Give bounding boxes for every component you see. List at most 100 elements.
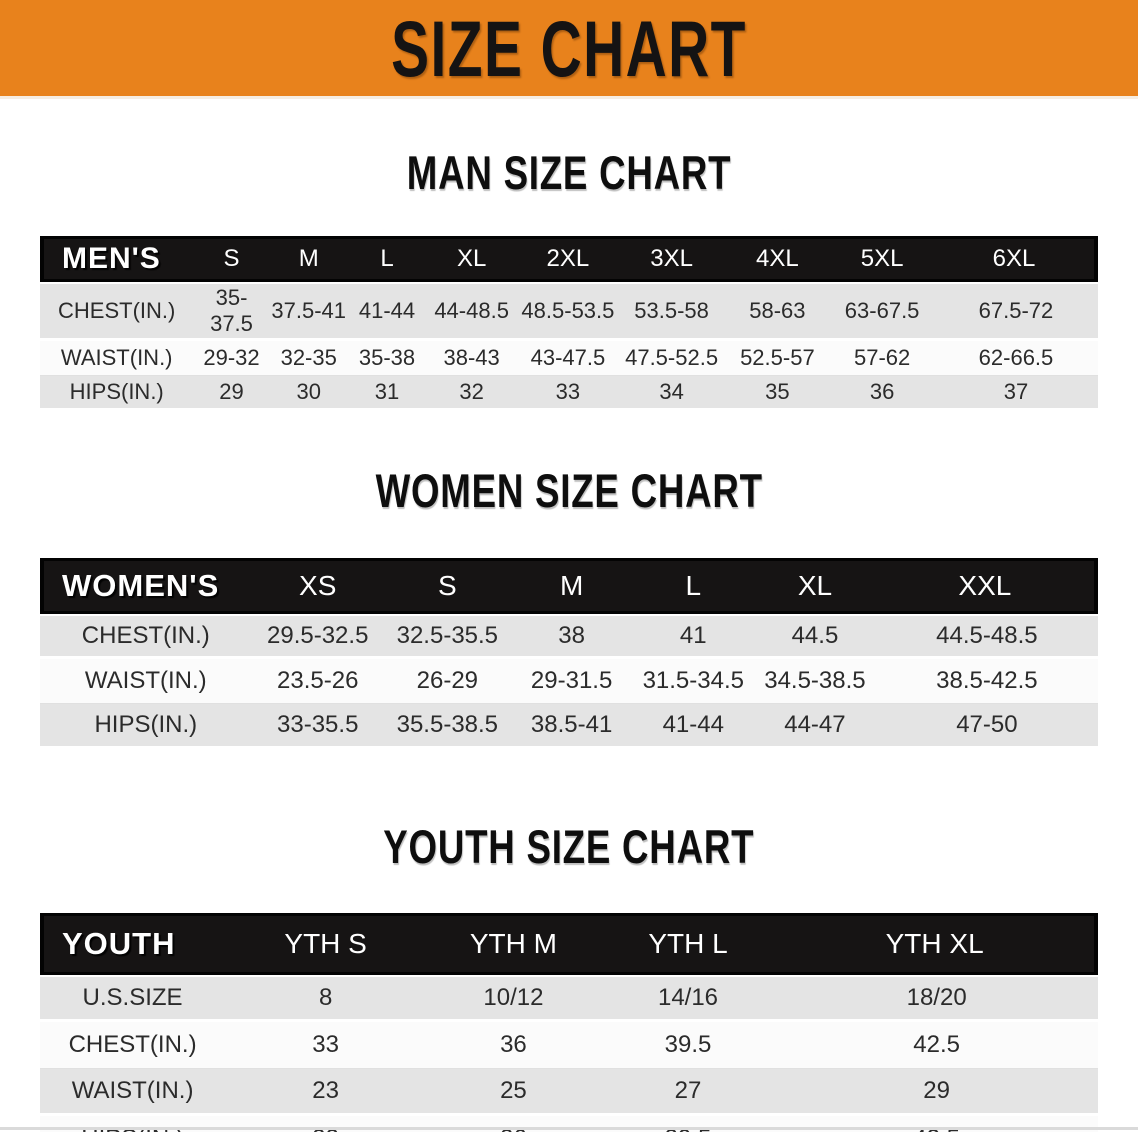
- size-value-cell: 26-29: [383, 659, 511, 704]
- size-value-cell: 63-67.5: [830, 281, 934, 341]
- youth-size-table: YOUTH YTH S YTH M YTH L YTH XL U.S.SIZE 8 10/12…: [40, 913, 1098, 1132]
- size-value-cell: 37.5-41: [269, 281, 348, 341]
- row-label: HIPS(IN.): [40, 704, 252, 749]
- size-value-cell: 33: [225, 1022, 427, 1070]
- table-row: CHEST(IN.) 33 36 39.5 42.5: [40, 1022, 1098, 1070]
- row-label: WAIST(IN.): [40, 659, 252, 704]
- women-size-chart-heading: WOMEN SIZE CHART: [375, 463, 763, 517]
- table-corner-label: MEN'S: [40, 235, 194, 282]
- row-label: WAIST(IN.): [40, 1069, 226, 1117]
- size-column-header: 3XL: [618, 235, 725, 282]
- size-value-cell: 33-35.5: [251, 704, 384, 749]
- size-value-cell: 29-32: [193, 341, 270, 376]
- table-row: HIPS(IN.) 33-35.5 35.5-38.5 38.5-41 41-44 44-…: [40, 703, 1098, 749]
- size-value-cell: 52.5-57: [724, 341, 831, 376]
- table-header-row: MEN'S S M L XL 2XL 3XL 4XL 5XL 6XL: [40, 235, 1098, 282]
- size-column-header: M: [510, 557, 633, 614]
- size-column-header: XXL: [875, 557, 1098, 614]
- size-value-cell: 31: [347, 376, 427, 411]
- size-value-cell: 47.5-52.5: [618, 341, 725, 376]
- men-size-table: MEN'S S M L XL 2XL 3XL 4XL 5XL 6XL CHEST(IN.) 35-37…: [40, 235, 1098, 411]
- banner-title: SIZE CHART: [391, 3, 747, 93]
- row-label: CHEST(IN.): [40, 281, 194, 341]
- row-label: CHEST(IN.): [40, 613, 252, 659]
- row-label: WAIST(IN.): [40, 341, 194, 376]
- size-value-cell: 37: [933, 376, 1098, 411]
- size-value-cell: 14/16: [600, 975, 776, 1023]
- size-column-header: 6XL: [933, 235, 1098, 282]
- size-value-cell: 67.5-72: [933, 281, 1098, 341]
- size-value-cell: 32: [426, 376, 518, 411]
- size-column-header: YTH S: [225, 913, 427, 976]
- man-size-chart-heading: MAN SIZE CHART: [406, 145, 732, 199]
- size-value-cell: 23.5-26: [251, 659, 384, 704]
- size-value-cell: 10/12: [426, 975, 601, 1023]
- row-label: CHEST(IN.): [40, 1022, 226, 1070]
- size-value-cell: 41-44: [632, 704, 755, 749]
- size-value-cell: 31.5-34.5: [632, 659, 755, 704]
- size-value-cell: 27: [600, 1069, 776, 1117]
- size-value-cell: 42.5: [775, 1022, 1098, 1070]
- size-column-header: XS: [251, 557, 384, 614]
- size-value-cell: 44.5-48.5: [875, 613, 1098, 659]
- size-value-cell: 41-44: [347, 281, 427, 341]
- size-value-cell: 57-62: [830, 341, 934, 376]
- size-value-cell: 44-47: [754, 704, 876, 749]
- size-value-cell: 30: [269, 376, 348, 411]
- size-value-cell: 32.5-35.5: [383, 613, 511, 659]
- size-column-header: L: [347, 235, 427, 282]
- table-row: CHEST(IN.) 35-37.5 37.5-41 41-44 44-48.5 48.5…: [40, 281, 1098, 341]
- size-column-header: YTH M: [426, 913, 601, 976]
- table-row: WAIST(IN.) 29-32 32-35 35-38 38-43 43-47.5 47.…: [40, 340, 1098, 376]
- size-column-header: M: [269, 235, 348, 282]
- size-value-cell: 41: [632, 613, 755, 659]
- size-column-header: S: [383, 557, 511, 614]
- size-chart-banner: SIZE CHART: [0, 0, 1138, 99]
- size-value-cell: 38-43: [426, 341, 518, 376]
- size-value-cell: 36: [426, 1022, 601, 1070]
- women-size-table: WOMEN'S XS S M L XL XXL CHEST(IN.) 29.5-32.5 32.5…: [40, 557, 1098, 749]
- size-value-cell: 43-47.5: [517, 341, 619, 376]
- size-value-cell: 34.5-38.5: [754, 659, 876, 704]
- size-value-cell: 58-63: [724, 281, 831, 341]
- table-header-row: WOMEN'S XS S M L XL XXL: [40, 557, 1098, 614]
- size-value-cell: 25: [426, 1069, 601, 1117]
- table-row: WAIST(IN.) 23 25 27 29: [40, 1069, 1098, 1117]
- size-column-header: 2XL: [517, 235, 619, 282]
- size-value-cell: 47-50: [875, 704, 1098, 749]
- table-row: U.S.SIZE 8 10/12 14/16 18/20: [40, 975, 1098, 1023]
- size-column-header: L: [632, 557, 755, 614]
- size-value-cell: 8: [225, 975, 427, 1023]
- size-column-header: 4XL: [724, 235, 831, 282]
- size-value-cell: 29: [193, 376, 270, 411]
- size-value-cell: 32-35: [269, 341, 348, 376]
- size-value-cell: 53.5-58: [618, 281, 725, 341]
- table-row: WAIST(IN.) 23.5-26 26-29 29-31.5 31.5-34.5 34…: [40, 658, 1098, 704]
- table-corner-label: YOUTH: [40, 913, 226, 976]
- size-column-header: XL: [426, 235, 518, 282]
- size-value-cell: 34: [618, 376, 725, 411]
- table-row: CHEST(IN.) 29.5-32.5 32.5-35.5 38 41 44.5 44.5…: [40, 613, 1098, 659]
- size-value-cell: 38.5-42.5: [875, 659, 1098, 704]
- size-value-cell: 29: [775, 1069, 1098, 1117]
- size-value-cell: 44-48.5: [426, 281, 518, 341]
- table-corner-label: WOMEN'S: [40, 557, 252, 614]
- row-label: U.S.SIZE: [40, 975, 226, 1023]
- size-value-cell: 39.5: [600, 1022, 776, 1070]
- bottom-edge-line: [0, 1127, 1138, 1130]
- size-value-cell: 23: [225, 1069, 427, 1117]
- size-value-cell: 36: [830, 376, 934, 411]
- size-column-header: XL: [754, 557, 876, 614]
- size-value-cell: 35.5-38.5: [383, 704, 511, 749]
- size-value-cell: 62-66.5: [933, 341, 1098, 376]
- size-value-cell: 48.5-53.5: [517, 281, 619, 341]
- size-value-cell: 33: [517, 376, 619, 411]
- row-label: HIPS(IN.): [40, 376, 194, 411]
- size-value-cell: 29-31.5: [510, 659, 633, 704]
- size-value-cell: 29.5-32.5: [251, 613, 384, 659]
- size-value-cell: 18/20: [775, 975, 1098, 1023]
- table-header-row: YOUTH YTH S YTH M YTH L YTH XL: [40, 913, 1098, 976]
- size-value-cell: 38.5-41: [510, 704, 633, 749]
- table-row: HIPS(IN.) 29 30 31 32 33 34 35 36 37: [40, 375, 1098, 411]
- size-value-cell: 44.5: [754, 613, 876, 659]
